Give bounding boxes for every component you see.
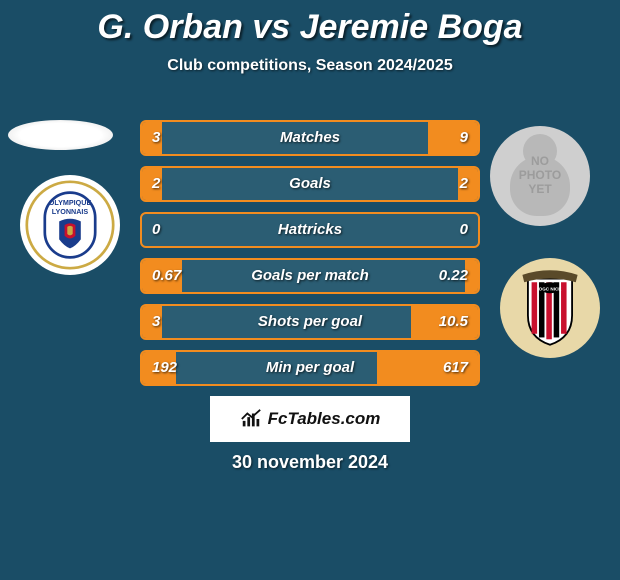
- nice-crest-icon: OGC NICE: [504, 262, 596, 354]
- svg-text:OLYMPIQUE: OLYMPIQUE: [49, 198, 92, 207]
- stat-label: Matches: [142, 122, 478, 154]
- lyon-crest-icon: OLYMPIQUE LYONNAIS: [25, 180, 115, 270]
- stat-row: 310.5Shots per goal: [140, 304, 480, 340]
- stats-table: 39Matches 22Goals 00Hattricks 0.670.22Goals…: [140, 120, 480, 396]
- stat-row: 192617Min per goal: [140, 350, 480, 386]
- brand-watermark: FcTables.com: [210, 396, 410, 442]
- player-left-avatar: [8, 120, 113, 150]
- stat-row: 22Goals: [140, 166, 480, 202]
- no-photo-text: NOPHOTOYET: [519, 155, 561, 196]
- stat-row: 00Hattricks: [140, 212, 480, 248]
- stat-label: Goals: [142, 168, 478, 200]
- stat-label: Shots per goal: [142, 306, 478, 338]
- brand-text: FcTables.com: [268, 409, 381, 429]
- svg-text:OGC NICE: OGC NICE: [539, 287, 562, 292]
- comparison-date: 30 november 2024: [0, 452, 620, 473]
- stat-row: 39Matches: [140, 120, 480, 156]
- stat-row: 0.670.22Goals per match: [140, 258, 480, 294]
- svg-text:LYONNAIS: LYONNAIS: [52, 207, 89, 216]
- comparison-subtitle: Club competitions, Season 2024/2025: [0, 57, 620, 75]
- stat-label: Goals per match: [142, 260, 478, 292]
- player-left-club-badge: OLYMPIQUE LYONNAIS: [20, 175, 120, 275]
- comparison-title: G. Orban vs Jeremie Boga: [0, 0, 620, 47]
- stat-label: Hattricks: [142, 214, 478, 246]
- stat-label: Min per goal: [142, 352, 478, 384]
- chart-icon: [240, 408, 262, 430]
- player-right-avatar-placeholder: NOPHOTOYET: [490, 126, 590, 226]
- player-right-club-badge: OGC NICE: [500, 258, 600, 358]
